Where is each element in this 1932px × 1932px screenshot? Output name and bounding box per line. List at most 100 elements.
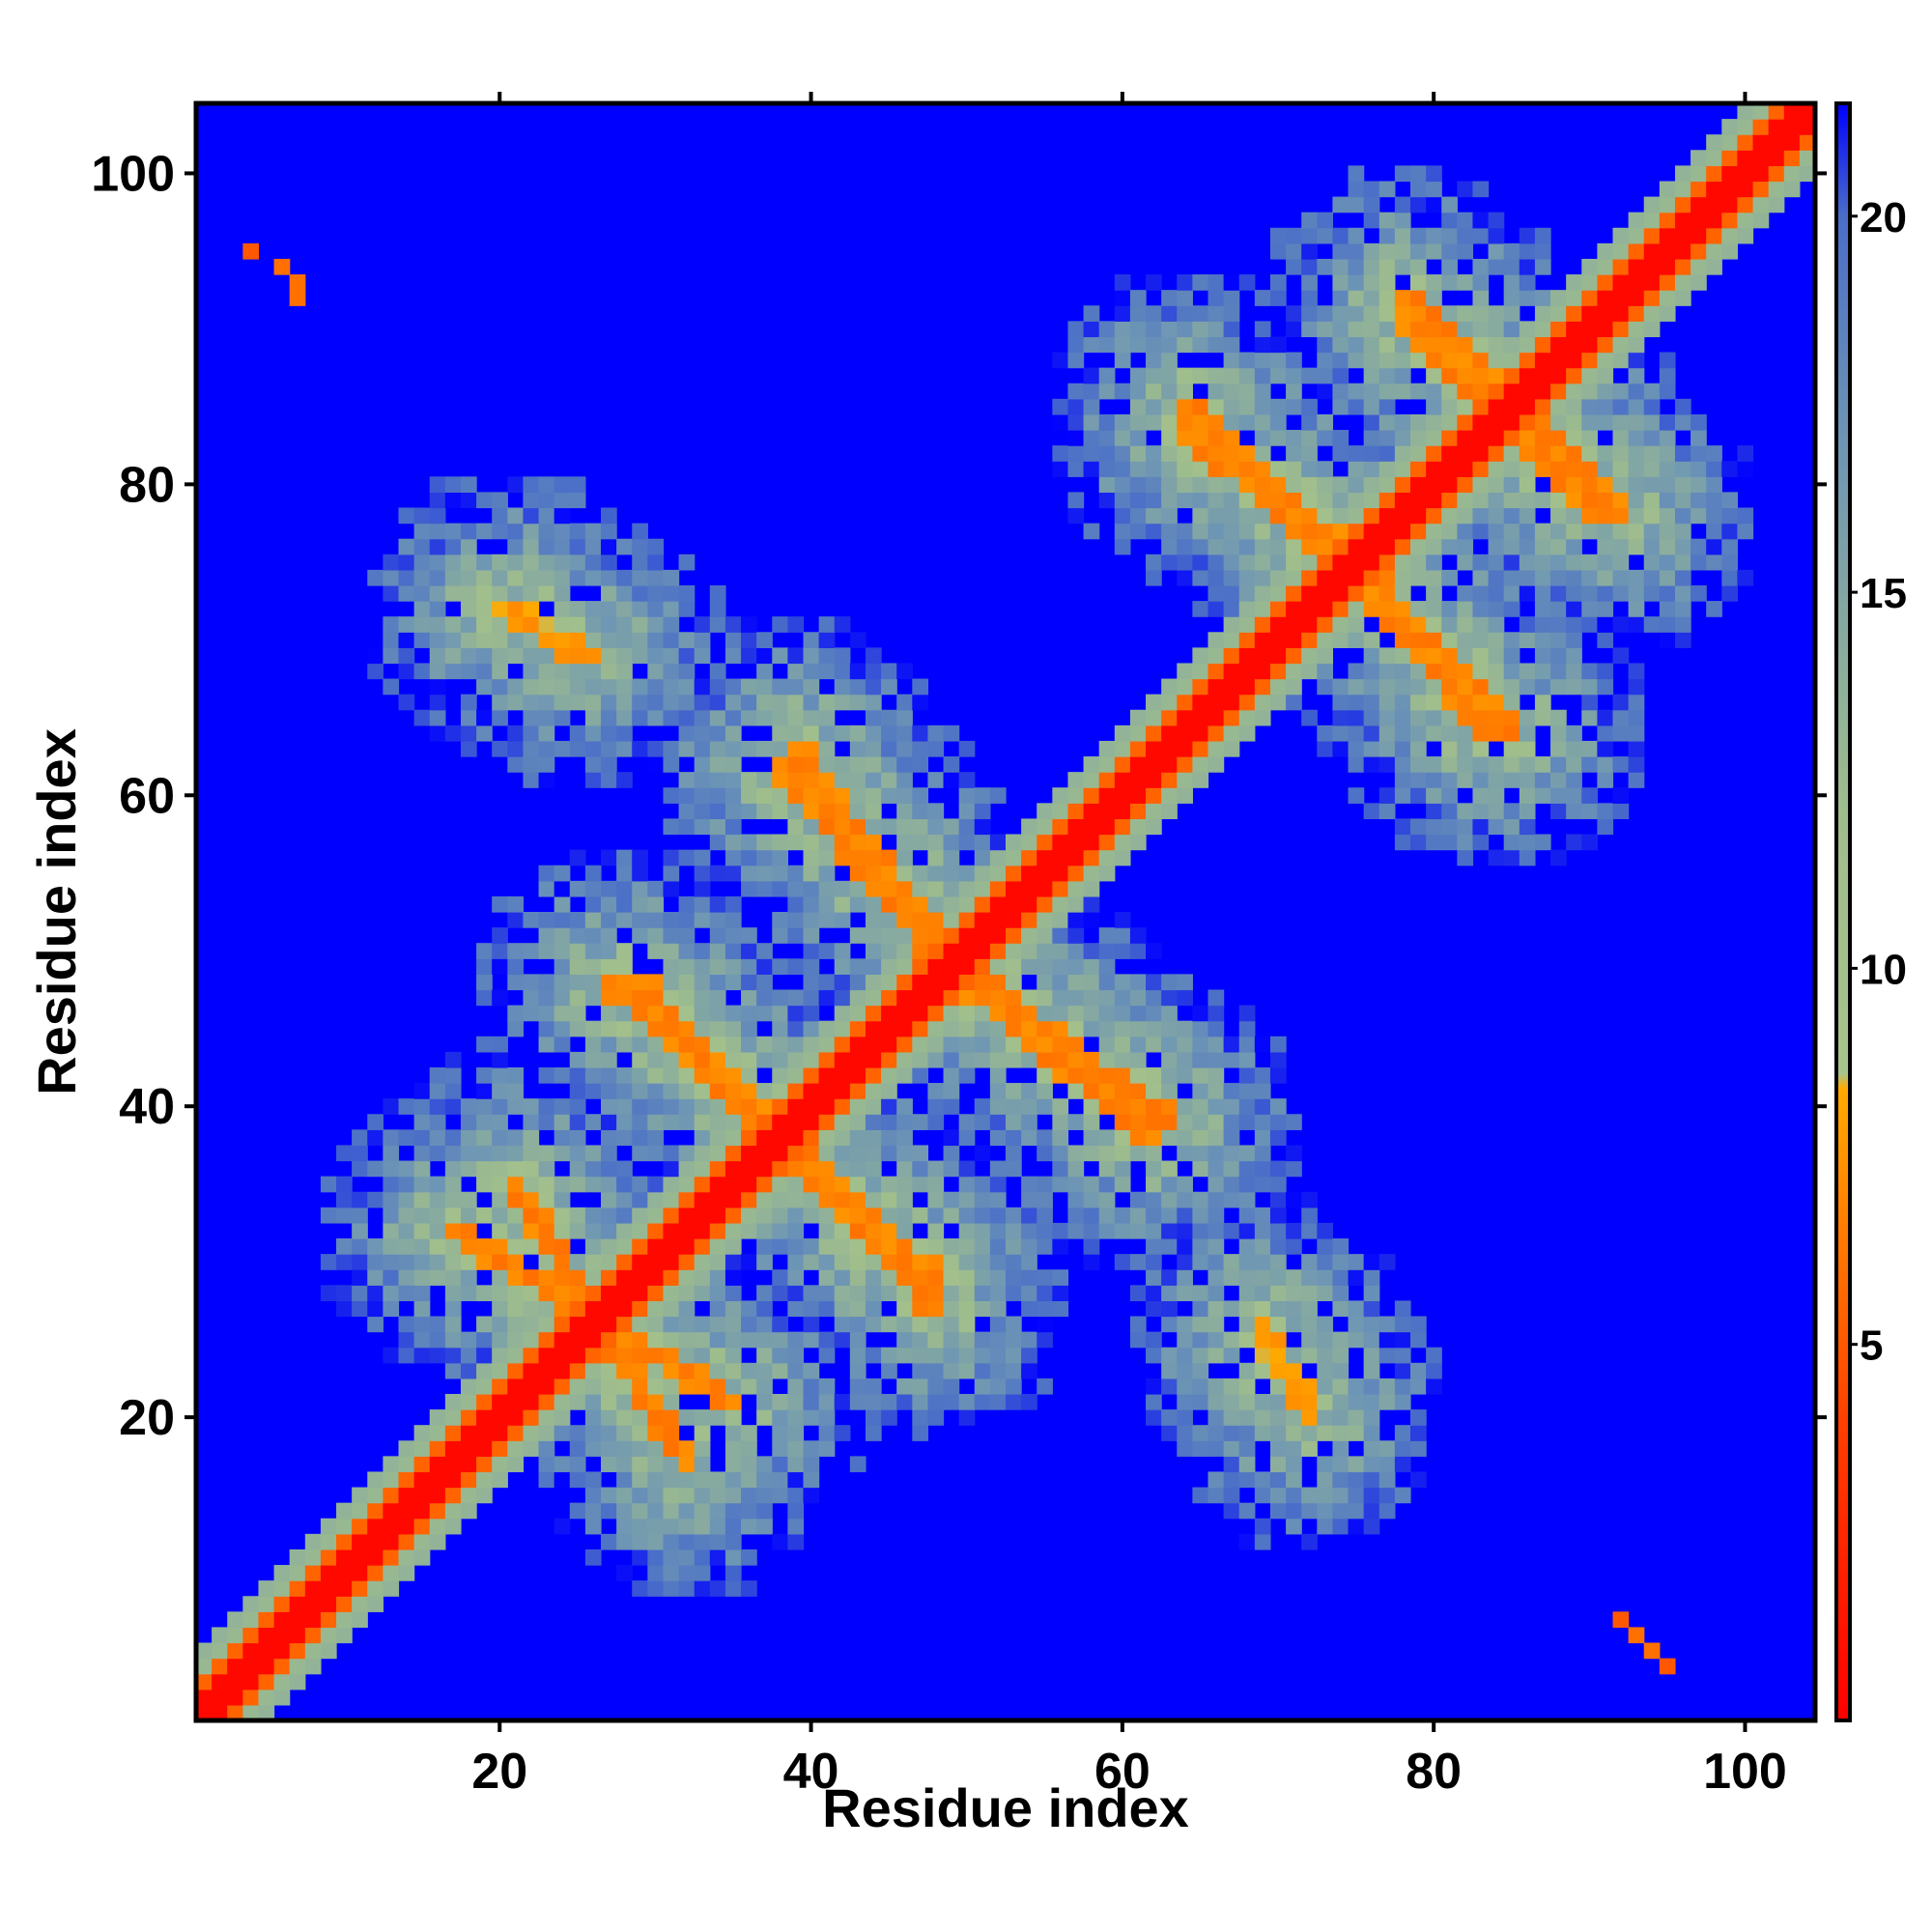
heatmap-cell	[818, 1129, 836, 1147]
heatmap-cell	[476, 1176, 493, 1193]
heatmap-cell	[413, 569, 431, 586]
heatmap-cell	[1519, 367, 1536, 384]
heatmap-cell	[1286, 321, 1302, 338]
heatmap-cell	[413, 1238, 431, 1255]
heatmap-cell	[1534, 321, 1551, 338]
heatmap-cell	[1317, 430, 1334, 446]
heatmap-cell	[1674, 523, 1691, 540]
heatmap-cell	[787, 1129, 805, 1147]
heatmap-cell	[616, 912, 633, 928]
heatmap-cell	[881, 1114, 897, 1130]
heatmap-cell	[1378, 787, 1396, 804]
y-tick-label: 80	[119, 457, 175, 513]
heatmap-cell	[1037, 1036, 1053, 1053]
heatmap-cell	[398, 1129, 415, 1147]
heatmap-cell	[569, 1098, 586, 1115]
heatmap-cell	[1052, 1145, 1069, 1162]
heatmap-cell	[601, 584, 617, 602]
heatmap-cell	[803, 663, 820, 680]
heatmap-cell	[741, 772, 757, 788]
heatmap-cell	[989, 865, 1007, 882]
heatmap-cell	[320, 1518, 337, 1535]
heatmap-cell	[1441, 803, 1458, 820]
heatmap-cell	[1317, 1238, 1334, 1255]
heatmap-cell	[1223, 1300, 1240, 1318]
heatmap-cell	[1208, 740, 1225, 757]
heatmap-cell	[1208, 398, 1225, 415]
heatmap-cell	[989, 1300, 1007, 1318]
heatmap-cell	[1269, 430, 1287, 446]
heatmap-cell	[1254, 1316, 1271, 1333]
heatmap-cell	[538, 1378, 555, 1395]
heatmap-cell	[444, 523, 462, 540]
heatmap-cell	[756, 1098, 773, 1115]
heatmap-cell	[678, 1580, 696, 1597]
heatmap-cell	[647, 756, 665, 773]
heatmap-cell	[632, 849, 648, 867]
heatmap-cell	[554, 1518, 571, 1535]
heatmap-cell	[444, 554, 462, 571]
heatmap-cell	[584, 1176, 602, 1193]
heatmap-cell	[1706, 492, 1722, 509]
heatmap-cell	[492, 1347, 508, 1364]
heatmap-cell	[818, 1238, 836, 1255]
heatmap-cell	[724, 1316, 742, 1333]
heatmap-cell	[1363, 212, 1380, 229]
heatmap-cell	[1534, 584, 1551, 602]
heatmap-cell	[1690, 476, 1707, 494]
heatmap-cell	[1472, 383, 1490, 400]
heatmap-cell	[1192, 1005, 1209, 1022]
heatmap-cell	[1348, 569, 1365, 586]
heatmap-cell	[507, 1425, 525, 1441]
heatmap-cell	[616, 1502, 633, 1520]
heatmap-cell	[694, 1456, 711, 1473]
heatmap-cell	[1269, 507, 1287, 525]
heatmap-cell	[803, 958, 820, 975]
heatmap-cell	[1317, 1518, 1334, 1535]
heatmap-cell	[1659, 523, 1676, 540]
heatmap-cell	[678, 1565, 696, 1581]
heatmap-cell	[616, 865, 633, 882]
heatmap-cell	[709, 912, 726, 928]
heatmap-cell	[1410, 461, 1427, 477]
heatmap-cell	[647, 601, 665, 617]
heatmap-cell	[429, 1269, 446, 1286]
heatmap-cell	[1021, 1083, 1037, 1099]
heatmap-cell	[398, 1565, 415, 1581]
heatmap-cell	[1269, 367, 1287, 384]
heatmap-cell	[1317, 616, 1334, 633]
heatmap-cell	[584, 724, 602, 742]
heatmap-cell	[1410, 1331, 1427, 1349]
heatmap-cell	[896, 1285, 913, 1302]
heatmap-cell	[1503, 569, 1520, 586]
heatmap-cell	[1067, 507, 1085, 525]
heatmap-cell	[1674, 538, 1691, 555]
heatmap-cell	[1238, 1191, 1256, 1208]
heatmap-cell	[1317, 1254, 1334, 1270]
heatmap-cell	[367, 1580, 384, 1597]
heatmap-cell	[694, 1129, 711, 1147]
heatmap-cell	[383, 1518, 400, 1535]
heatmap-cell	[1083, 958, 1100, 975]
heatmap-cell	[538, 1036, 555, 1053]
heatmap-cell	[1161, 724, 1178, 742]
heatmap-cell	[1146, 413, 1162, 431]
heatmap-cell	[1083, 398, 1100, 415]
heatmap-cell	[694, 1176, 711, 1193]
heatmap-cell	[1566, 352, 1582, 369]
heatmap-cell	[383, 647, 400, 665]
heatmap-cell	[383, 1222, 400, 1239]
heatmap-cell	[507, 1456, 525, 1473]
heatmap-cell	[1737, 507, 1754, 525]
heatmap-cell	[492, 1238, 508, 1255]
heatmap-cell	[943, 1129, 960, 1147]
heatmap-cell	[896, 834, 913, 851]
heatmap-cell	[1488, 321, 1505, 338]
heatmap-cell	[538, 1238, 555, 1255]
heatmap-cell	[787, 1487, 805, 1504]
heatmap-cell	[476, 616, 493, 633]
heatmap-cell	[1161, 383, 1178, 400]
heatmap-cell	[1238, 1393, 1256, 1410]
heatmap-cell	[1378, 383, 1396, 400]
heatmap-cell	[1021, 1207, 1037, 1224]
